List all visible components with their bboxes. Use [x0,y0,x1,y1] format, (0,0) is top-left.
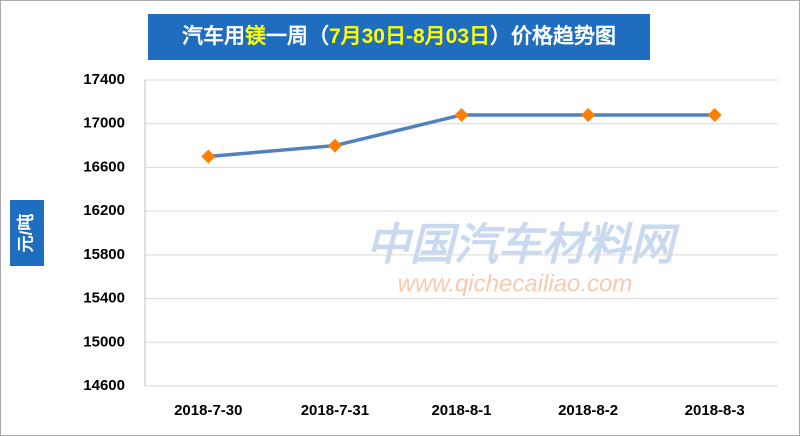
marker [454,107,469,122]
marker [327,138,342,153]
y-tick-label: 16600 [83,158,125,175]
watermark-url: www.qichecailiao.com [398,270,633,297]
title-part: 镁 [245,24,267,48]
title-part: 一周（ [266,24,329,48]
x-tick-label: 2018-7-30 [174,402,242,419]
title-part: ）价格趋势图 [490,24,616,48]
y-tick-label: 17400 [83,71,125,88]
x-tick-label: 2018-7-31 [301,402,369,419]
y-tick-label: 17000 [83,115,125,132]
x-tick-label: 2018-8-2 [558,402,618,419]
marker [707,107,722,122]
x-tick-label: 2018-8-3 [685,402,745,419]
x-tick-label: 2018-8-1 [431,402,491,419]
y-label-box [10,200,44,266]
title-box [148,14,650,60]
watermark-name: 中国汽车材料网 [366,221,680,270]
title-part: 7月30日-8月03日 [329,25,490,48]
marker [581,107,596,122]
y-tick-label: 15800 [83,246,125,263]
title-part: 汽车用 [182,24,245,48]
y-tick-label: 15400 [83,290,125,307]
y-axis-label: 元/吨 [15,214,35,253]
y-tick-label: 16200 [83,202,125,219]
marker [201,149,216,164]
y-tick-label: 15000 [83,333,125,350]
y-tick-label: 14600 [83,377,125,394]
chart-title: 汽车用镁一周（7月30日-8月03日）价格趋势图 [182,24,616,48]
